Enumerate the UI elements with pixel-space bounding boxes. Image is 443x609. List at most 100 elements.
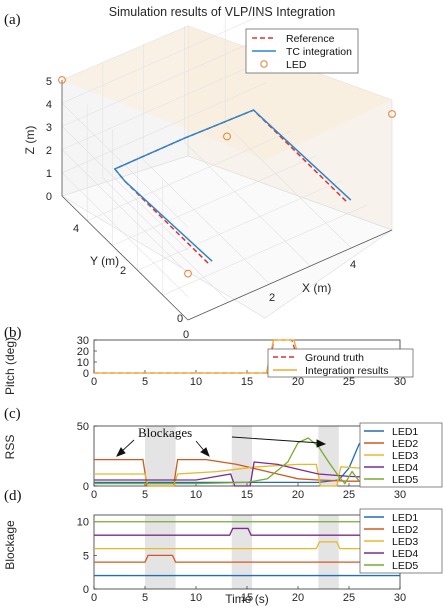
grid-line xyxy=(61,36,267,127)
grid-line xyxy=(61,12,267,104)
legend-item: Ground truth xyxy=(305,352,364,364)
grid-line xyxy=(61,126,189,251)
z-tick: 5 xyxy=(46,76,52,88)
led-marker xyxy=(388,110,396,118)
y-tick-label: 10 xyxy=(77,517,89,529)
grid-line xyxy=(224,123,352,249)
y-ticks: 0 2 4 xyxy=(73,223,183,325)
panel-c: (c) RSS 0 5 10 15 20 25 30 0 50 LED1LED2LED3LED4L… xyxy=(3,406,443,501)
legend-item: LED1 xyxy=(392,426,418,438)
x-tick-label: 25 xyxy=(343,592,355,604)
led-marker xyxy=(58,76,66,84)
z-ticks: 0 1 2 3 4 5 xyxy=(46,76,52,203)
grid-line xyxy=(61,149,189,274)
x-tick-label: 15 xyxy=(241,376,253,388)
y-axis-line xyxy=(61,195,189,321)
z-tick: 0 xyxy=(46,191,52,203)
x-axis-label: Time (s) xyxy=(225,592,269,606)
grid-line xyxy=(61,82,267,174)
legend-item: LED4 xyxy=(392,548,418,560)
panel-label-c: (c) xyxy=(4,406,21,422)
x-tick-label: 20 xyxy=(292,592,304,604)
x-tick-label: 0 xyxy=(91,376,97,388)
x-tick-label: 10 xyxy=(190,592,202,604)
x-tick-label: 10 xyxy=(190,489,202,501)
y-tick-label: 50 xyxy=(77,421,89,433)
legend-item: LED xyxy=(286,59,307,71)
z-tick: 3 xyxy=(46,122,52,134)
y-tick-label: 5 xyxy=(83,550,89,562)
x-tick-label: 30 xyxy=(394,592,406,604)
grid-line xyxy=(143,159,270,285)
x-tick: 2 xyxy=(269,292,275,304)
grid-line xyxy=(137,180,342,271)
panel-label-d: (d) xyxy=(4,488,22,504)
top-plane xyxy=(62,26,392,160)
plot-3d xyxy=(58,76,396,278)
legend-item: TC integration xyxy=(286,46,352,58)
panel-label-a: (a) xyxy=(4,12,21,28)
x-tick: 4 xyxy=(350,259,356,271)
legend-item: Reference xyxy=(286,33,335,45)
grid-line xyxy=(87,130,292,222)
legend-item: LED5 xyxy=(392,474,418,486)
y-tick-label: 0 xyxy=(83,584,89,596)
chart-title: Simulation results of VLP/INS Integratio… xyxy=(109,5,336,19)
legend-item: LED5 xyxy=(392,560,418,572)
grid-line xyxy=(112,155,317,246)
z-axis-label: Z (m) xyxy=(23,126,37,155)
x-tick-label: 30 xyxy=(394,376,406,388)
z-tick: 4 xyxy=(46,99,52,111)
x-ticks: 0 2 4 xyxy=(183,259,356,341)
legend-item: LED1 xyxy=(392,512,418,524)
y-tick-label: 10 xyxy=(77,357,89,369)
series-line xyxy=(94,461,400,487)
x-tick-label: 0 xyxy=(91,592,97,604)
led-marker xyxy=(184,269,192,278)
x-tick-label: 0 xyxy=(91,489,97,501)
series-line xyxy=(114,109,352,262)
grid-line xyxy=(61,59,267,150)
y-tick-label: 0 xyxy=(83,368,89,380)
y-tick: 4 xyxy=(73,223,79,235)
x-tick-label: 20 xyxy=(292,489,304,501)
blockage-region xyxy=(145,515,176,589)
x-tick-label: 5 xyxy=(142,489,148,501)
grid-line xyxy=(184,141,311,267)
x-axis-line xyxy=(187,229,393,321)
y-tick-label: 20 xyxy=(77,346,89,358)
x-tick-label: 5 xyxy=(142,592,148,604)
series-line xyxy=(94,541,400,550)
annotation-arrows xyxy=(116,436,327,457)
annotation-blockages: Blockages xyxy=(138,425,192,440)
x-tick: 0 xyxy=(183,329,189,341)
blockage-region xyxy=(318,515,339,589)
y-tick-label: 0 xyxy=(83,481,89,493)
x-tick-label: 25 xyxy=(343,489,355,501)
x-tick-label: 10 xyxy=(190,376,202,388)
y-tick-label: 30 xyxy=(77,335,89,347)
blockage-region xyxy=(145,426,176,486)
z-tick: 1 xyxy=(46,168,52,180)
legend-item: LED2 xyxy=(392,438,418,450)
series-line xyxy=(94,527,400,536)
legend-item: LED4 xyxy=(392,462,418,474)
x-axis-label: X (m) xyxy=(302,281,331,295)
legend-item: Integration results xyxy=(305,365,388,377)
y-tick: 0 xyxy=(177,313,183,325)
panel-a: (a) Simulation results of VLP/INS Integr… xyxy=(4,5,396,341)
z-tick: 2 xyxy=(46,145,52,157)
blockage-region xyxy=(318,426,339,486)
legend-item: LED3 xyxy=(392,536,418,548)
panel-label-b: (b) xyxy=(4,325,22,341)
legend-b: Ground truth Integration results xyxy=(267,348,414,378)
x-tick-label: 15 xyxy=(241,489,253,501)
x-tick-label: 30 xyxy=(394,489,406,501)
x-tick-label: 15 xyxy=(241,592,253,604)
blockage-region xyxy=(231,426,253,486)
led-marker xyxy=(223,132,231,141)
grid-line xyxy=(102,177,230,303)
y-tick: 2 xyxy=(120,265,126,277)
